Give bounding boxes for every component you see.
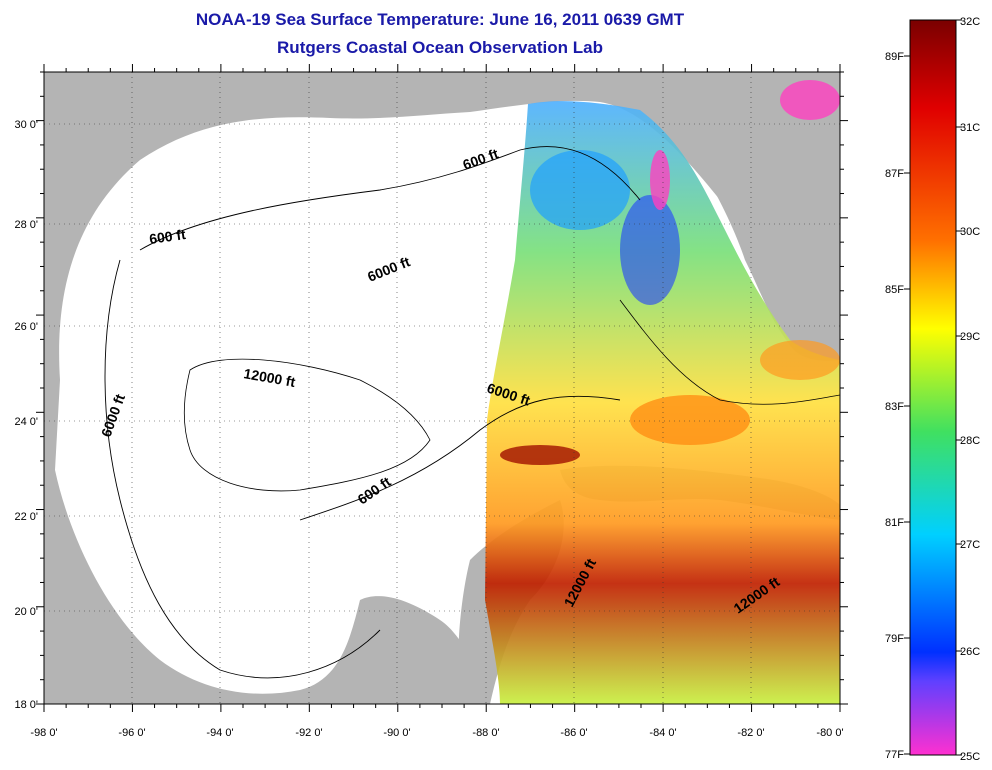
x-axis-ticks <box>43 64 841 712</box>
map-area <box>44 72 840 704</box>
colorbar-celsius-label: 32C <box>960 16 980 28</box>
lat-tick-label: 20 0' <box>14 606 38 618</box>
lon-tick-label: -86 0' <box>560 727 587 739</box>
lat-tick-label: 28 0' <box>14 219 38 231</box>
colorbar-celsius-label: 29C <box>960 331 980 343</box>
lon-tick-label: -90 0' <box>383 727 410 739</box>
graticule <box>44 72 840 704</box>
lat-tick-label: 24 0' <box>14 416 38 428</box>
sst-cool-patch <box>620 195 680 305</box>
sst-cool-patch <box>530 150 630 230</box>
colorbar-fahrenheit-label: 89F <box>885 51 904 63</box>
sst-cold-patch <box>650 150 670 210</box>
contour-600ft <box>619 299 840 405</box>
contour-6000ft <box>104 259 381 679</box>
colorbar-celsius-label: 31C <box>960 122 980 134</box>
lon-tick-label: -84 0' <box>649 727 676 739</box>
colorbar-fahrenheit-label: 85F <box>885 284 904 296</box>
colorbar-celsius-label: 26C <box>960 646 980 658</box>
lat-tick-label: 30 0' <box>14 119 38 131</box>
lon-tick-label: -92 0' <box>295 727 322 739</box>
colorbar-ticks <box>904 19 962 756</box>
colorbar-fahrenheit-label: 79F <box>885 633 904 645</box>
colorbar-fahrenheit-label: 87F <box>885 168 904 180</box>
map-subtitle: Rutgers Coastal Ocean Observation Lab <box>277 38 603 57</box>
sst-warm-patch <box>760 340 840 380</box>
contour-label-600ft: 600 ft <box>148 226 187 247</box>
map-title: NOAA-19 Sea Surface Temperature: June 16… <box>195 10 685 29</box>
lat-tick-label: 26 0' <box>14 321 38 333</box>
lon-tick-label: -88 0' <box>472 727 499 739</box>
lon-tick-label: -96 0' <box>118 727 145 739</box>
colorbar-fahrenheit-label: 77F <box>885 749 904 761</box>
colorbar-fahrenheit-label: 83F <box>885 401 904 413</box>
lon-tick-label: -82 0' <box>737 727 764 739</box>
sst-hot-patch <box>500 445 580 465</box>
lon-tick-label: -80 0' <box>816 727 843 739</box>
sst-warm-patch <box>630 395 750 445</box>
colorbar-fahrenheit-label: 81F <box>885 517 904 529</box>
sst-cold-patch <box>780 80 840 120</box>
contour-12000ft <box>183 358 431 492</box>
florida-land <box>689 100 840 361</box>
colorbar-celsius-label: 27C <box>960 539 980 551</box>
colorbar-celsius-label: 30C <box>960 226 980 238</box>
lon-tick-label: -94 0' <box>206 727 233 739</box>
colorbar-celsius-label: 25C <box>960 751 980 763</box>
contour-6000ft <box>299 395 621 521</box>
colorbar <box>909 19 957 756</box>
colorbar-celsius-label: 28C <box>960 435 980 447</box>
lat-tick-label: 22 0' <box>14 511 38 523</box>
lon-tick-label: -98 0' <box>30 727 57 739</box>
contour-600ft <box>139 146 641 251</box>
y-axis-ticks <box>36 71 848 705</box>
lat-tick-label: 18 0' <box>14 699 38 711</box>
